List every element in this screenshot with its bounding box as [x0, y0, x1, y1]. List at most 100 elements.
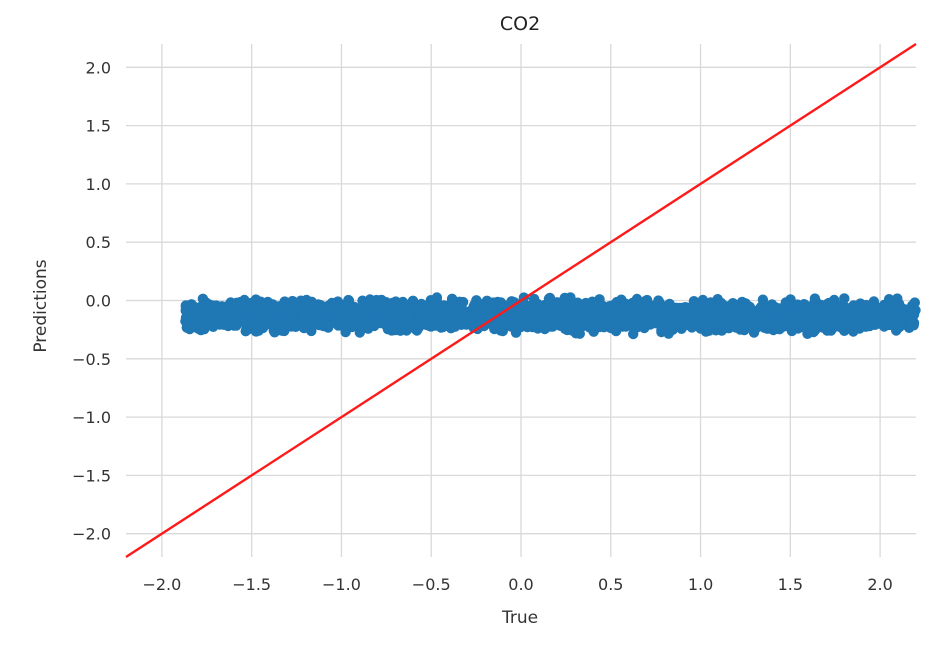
- scatter-point: [859, 304, 870, 315]
- scatter-point: [544, 292, 556, 304]
- scatter-point: [810, 324, 821, 336]
- scatter-point: [301, 298, 312, 309]
- scatter-point: [553, 307, 564, 319]
- x-tick-label: −1.5: [232, 575, 271, 594]
- x-tick-label: 0.0: [508, 575, 533, 594]
- x-axis-title: True: [501, 608, 538, 628]
- scatter-point: [770, 306, 782, 318]
- scatter-point: [391, 299, 402, 310]
- scatter-point: [894, 321, 905, 333]
- y-tick-label: 1.0: [86, 175, 111, 194]
- scatter-point: [360, 315, 372, 326]
- x-tick-labels: −2.0 −1.5 −1.0 −0.5 0.0 0.5 1.0 1.5 2.0: [142, 575, 892, 594]
- scatter-point: [222, 312, 233, 323]
- scatter-point: [854, 323, 865, 334]
- scatter-point: [588, 298, 599, 310]
- scatter-point: [562, 308, 573, 320]
- scatter-point: [633, 306, 644, 318]
- scatter-point: [403, 311, 414, 322]
- scatter-point: [192, 307, 203, 318]
- scatter-point: [610, 300, 621, 312]
- scatter-point: [468, 309, 479, 320]
- scatter-point: [532, 298, 543, 309]
- scatter-point: [532, 313, 543, 324]
- y-tick-label: 2.0: [86, 58, 111, 77]
- scatter-point: [321, 319, 332, 330]
- scatter-point: [598, 322, 610, 333]
- scatter-point: [346, 320, 358, 332]
- scatter-point: [707, 298, 719, 310]
- scatter-point: [780, 301, 791, 312]
- y-tick-labels: −2.0 −1.5 −1.0 −0.5 0.0 0.5 1.0 1.5 2.0: [72, 58, 111, 543]
- scatter-point: [260, 299, 271, 310]
- scatter-point: [515, 312, 527, 324]
- scatter-point: [335, 315, 347, 326]
- scatter-point: [422, 319, 433, 331]
- scatter-point: [834, 302, 845, 313]
- scatter-point: [774, 324, 785, 335]
- scatter-point: [298, 322, 310, 334]
- scatter-point: [692, 316, 703, 327]
- scatter-point: [446, 293, 458, 304]
- scatter-point: [906, 308, 918, 320]
- scatter-point: [381, 300, 392, 311]
- x-tick-label: 2.0: [867, 575, 892, 594]
- scatter-point: [677, 310, 688, 321]
- scatter-point: [847, 305, 858, 316]
- scatter-point: [445, 307, 456, 318]
- scatter-point: [661, 304, 673, 315]
- y-tick-label: 0.5: [86, 233, 111, 252]
- scatter-point: [656, 326, 667, 338]
- scatter-point: [732, 316, 743, 328]
- scatter-point: [796, 301, 807, 312]
- scatter-point: [467, 318, 479, 330]
- scatter-point: [211, 300, 222, 311]
- scatter-point: [197, 293, 209, 304]
- scatter-point: [240, 326, 251, 337]
- scatter-point: [789, 318, 801, 330]
- scatter-point: [510, 327, 522, 338]
- scatter-point: [495, 297, 507, 308]
- scatter-point: [582, 314, 593, 325]
- y-tick-label: 1.5: [86, 117, 111, 136]
- scatter-point: [678, 302, 689, 313]
- y-tick-label: −1.0: [72, 408, 111, 427]
- y-tick-label: −0.5: [72, 350, 111, 369]
- scatter-point: [718, 300, 729, 311]
- scatter-point: [848, 313, 859, 324]
- scatter-point: [472, 300, 484, 311]
- scatter-point: [692, 306, 703, 317]
- scatter-point: [214, 319, 225, 330]
- scatter-point: [395, 325, 406, 336]
- x-tick-label: 0.5: [598, 575, 623, 594]
- scatter-point: [231, 320, 242, 331]
- scatter-point: [240, 317, 251, 328]
- scatter-points: [180, 292, 921, 340]
- scatter-point: [628, 328, 639, 340]
- scatter-point: [859, 314, 870, 326]
- scatter-point: [297, 312, 308, 323]
- y-tick-label: 0.0: [86, 292, 111, 311]
- scatter-point: [431, 309, 442, 321]
- y-tick-label: −1.5: [72, 466, 111, 485]
- scatter-point: [269, 327, 280, 338]
- scatter-point: [441, 320, 452, 331]
- scatter-point: [649, 302, 660, 314]
- scatter-point: [363, 323, 374, 334]
- x-tick-label: 1.5: [778, 575, 803, 594]
- scatter-point: [909, 297, 920, 308]
- scatter-point: [268, 319, 279, 330]
- scatter-point: [346, 304, 357, 315]
- scatter-point: [540, 314, 551, 325]
- y-tick-label: −2.0: [72, 525, 111, 544]
- scatter-point: [609, 310, 620, 321]
- scatter-point: [184, 323, 195, 335]
- scatter-point: [310, 313, 321, 324]
- scatter-point: [662, 312, 673, 324]
- y-axis-title: Predictions: [31, 259, 51, 352]
- scatter-point: [601, 305, 612, 316]
- scatter-point: [887, 309, 898, 320]
- x-tick-label: −1.0: [322, 575, 361, 594]
- scatter-point: [505, 319, 516, 330]
- scatter-point: [905, 318, 916, 329]
